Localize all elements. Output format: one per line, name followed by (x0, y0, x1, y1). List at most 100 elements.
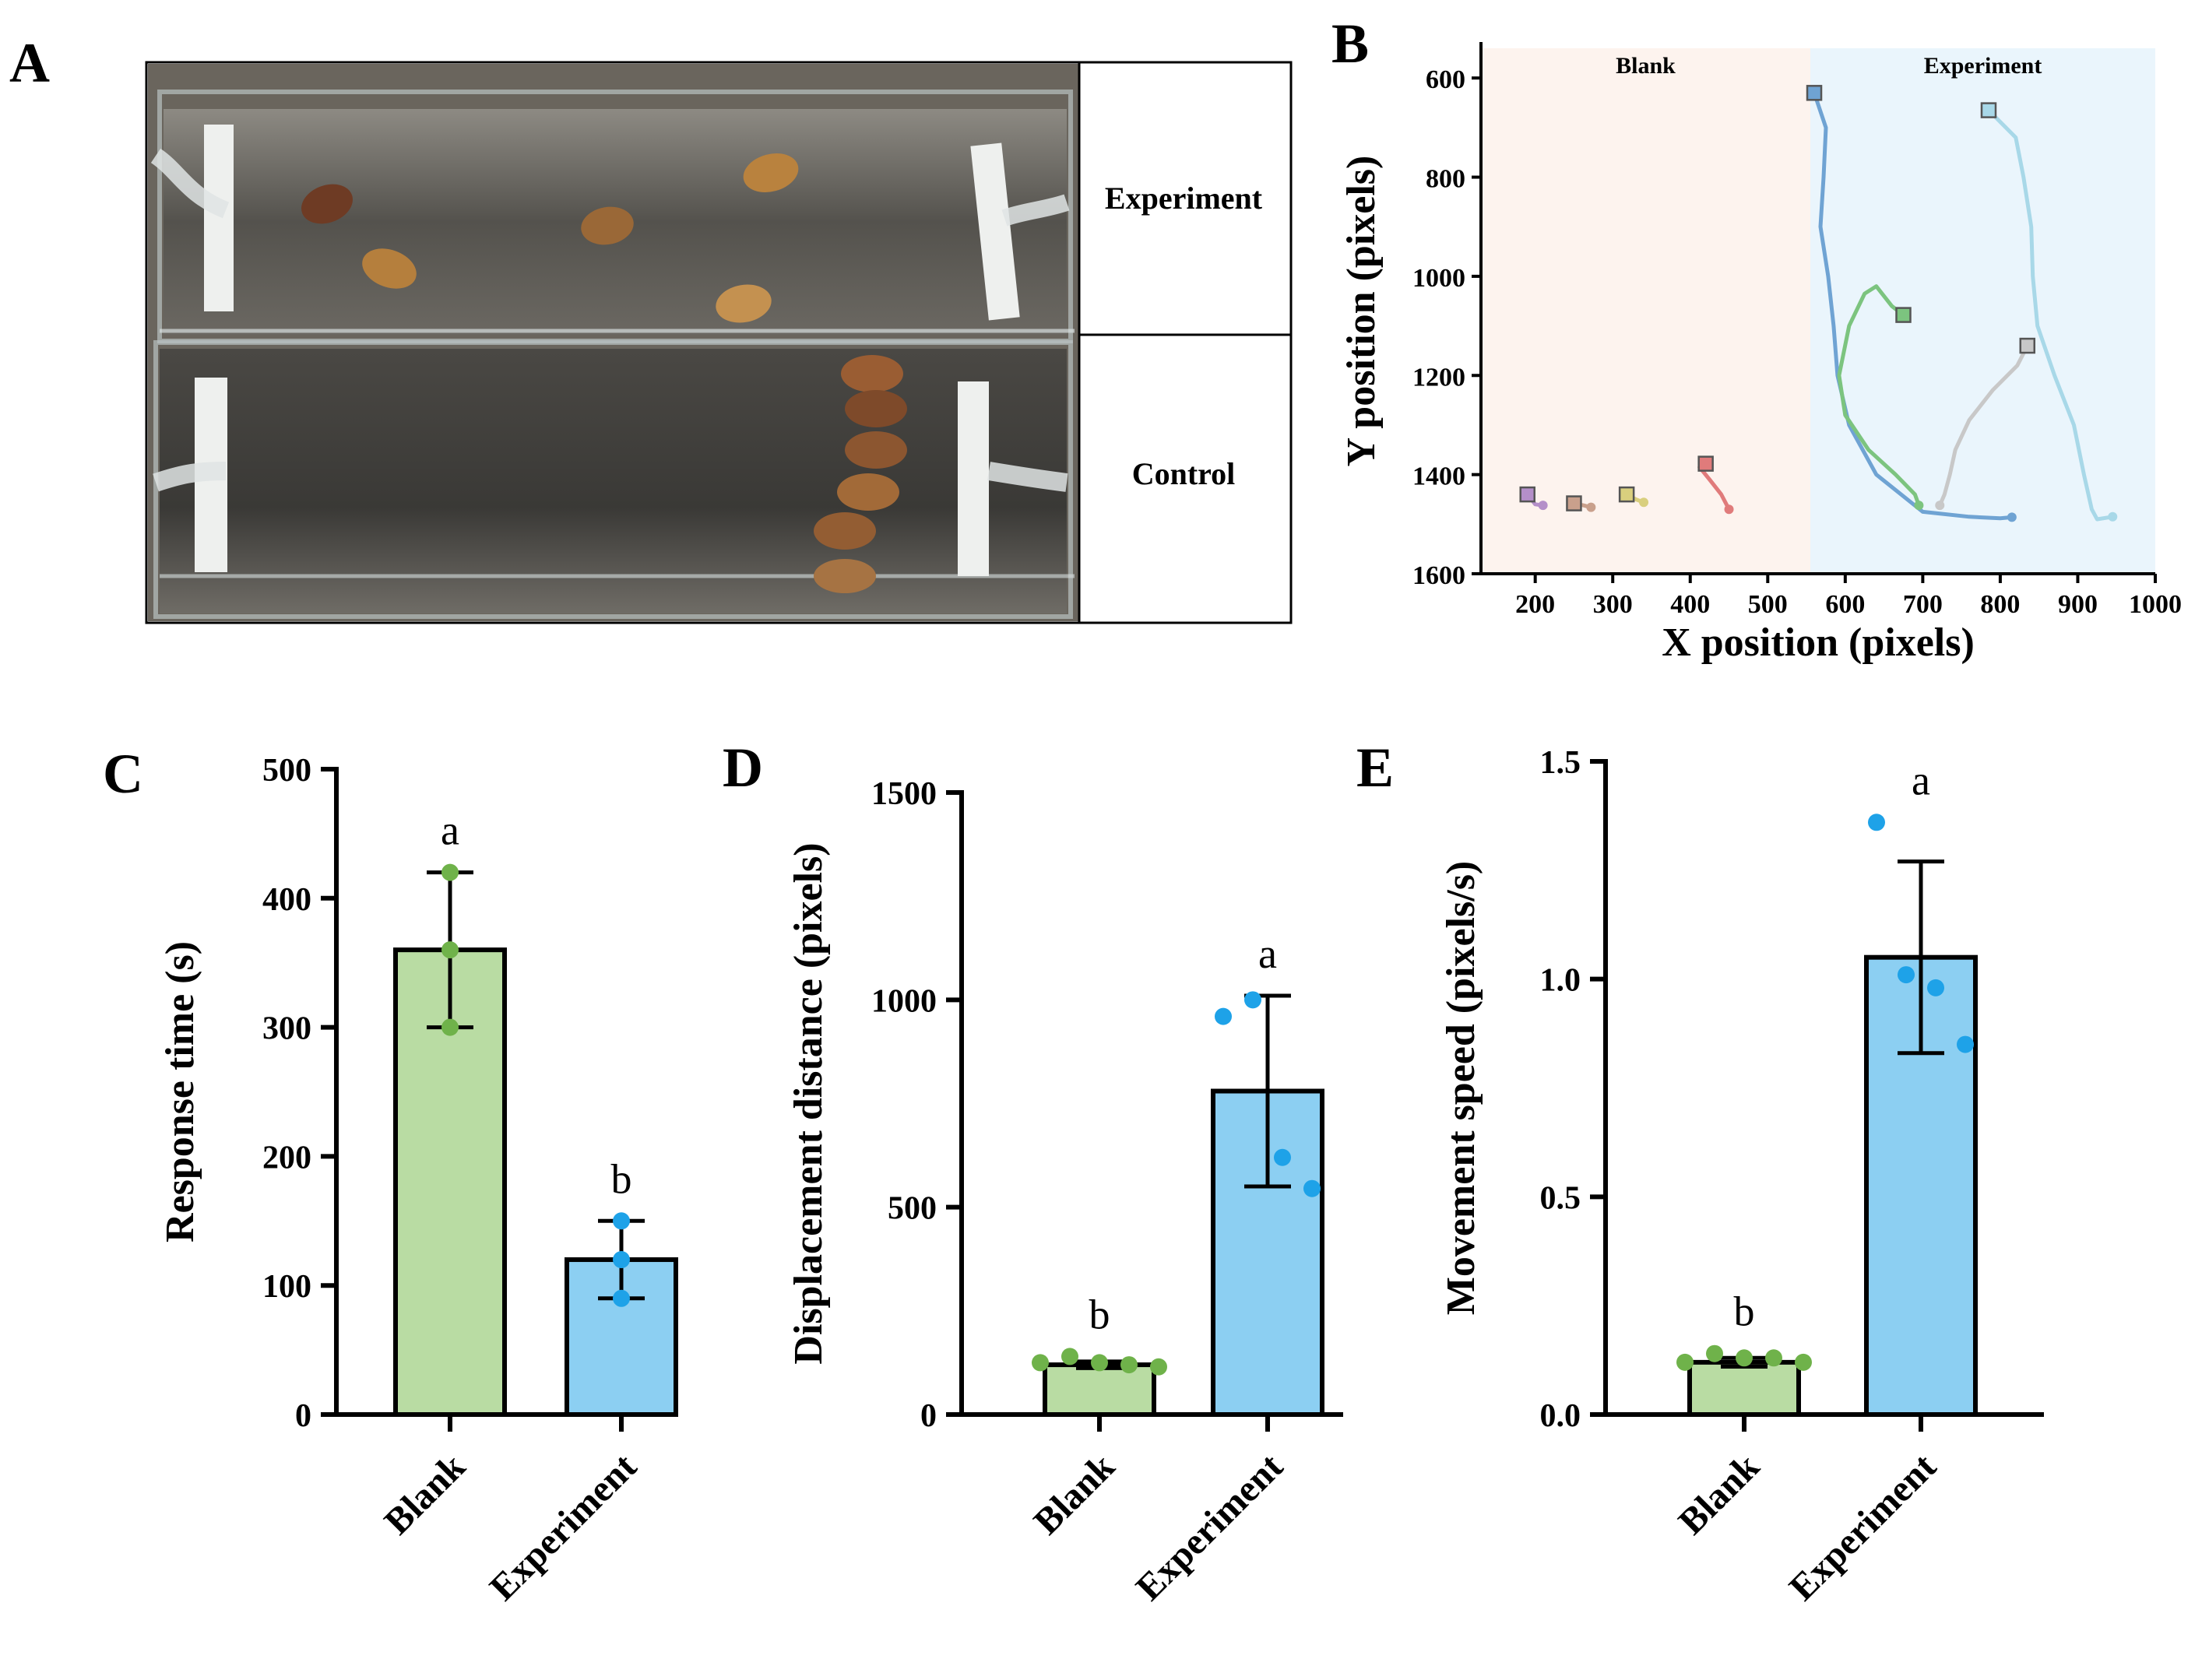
trajectory-7 (1986, 108, 2115, 522)
significance-letter-0: b (1734, 1288, 1755, 1335)
y-tick-label-b-4: 1400 (1412, 462, 1465, 491)
trajectory-start-7 (1980, 102, 1997, 118)
data-point-1-1 (1898, 966, 1915, 984)
y-axis-title: Displacement distance (pixels) (786, 842, 831, 1364)
data-point-0-3 (1120, 1356, 1138, 1374)
category-label-experiment: Experiment (1782, 1446, 1944, 1608)
panel-b: B Blank Experiment 600 800 1000 1200 1400 1600… (1331, 12, 2182, 665)
comb-right-top (970, 142, 1020, 321)
chart-displacement-distance: b a 0 500 1000 1500 Blank Experiment Displacemen… (786, 776, 1343, 1608)
panel-a: A (9, 32, 1293, 624)
label-control-tank: Control (1132, 456, 1236, 491)
panel-d: D b a 0 500 1000 1500 Blank Experiment Displacem… (723, 736, 1343, 1608)
category-label-blank: Blank (1671, 1446, 1768, 1542)
x-tick-label-b-0: 200 (1515, 590, 1555, 619)
trajectory-end-1 (1586, 502, 1596, 512)
trajectory-start-0 (1519, 486, 1535, 503)
y-tick-label-5: 500 (262, 753, 311, 789)
y-tick-label-b-5: 1600 (1412, 561, 1465, 590)
data-point-0-0 (1032, 1354, 1049, 1372)
y-tick-label-1: 0.5 (1540, 1180, 1581, 1216)
x-tick-label-b-3: 500 (1748, 590, 1788, 619)
panel-letter-d: D (723, 736, 763, 799)
panel-letter-b: B (1331, 12, 1369, 75)
trajectory-start-3 (1697, 455, 1714, 472)
x-tick-label-b-8: 1000 (2129, 590, 2182, 619)
y-tick-label-b-3: 1200 (1412, 363, 1465, 392)
category-label-blank: Blank (377, 1446, 473, 1542)
label-experiment-tank: Experiment (1105, 181, 1263, 216)
chart-movement-speed: b a 0.0 0.5 1.0 1.5 Blank Experiment Movement sp… (1439, 745, 2044, 1608)
trajectory-start-1 (1566, 495, 1582, 511)
y-tick-label-3: 300 (262, 1011, 311, 1047)
trajectory-6 (1937, 343, 2030, 508)
data-point-0-3 (1765, 1349, 1782, 1367)
data-point-1-0 (613, 1212, 630, 1230)
bar-blank (1043, 1362, 1156, 1417)
y-tick-label-b-2: 1000 (1412, 264, 1465, 293)
category-label-blank: Blank (1026, 1446, 1123, 1542)
zone-label-1: Experiment (1924, 53, 2042, 79)
data-point-1-2 (1927, 979, 1944, 996)
x-tick-label-b-7: 900 (2058, 590, 2098, 619)
significance-letter-0: a (441, 807, 459, 854)
trajectory-start-2 (1618, 486, 1635, 503)
zone-backgrounds: Blank Experiment (1481, 48, 2155, 574)
trajectory-start-4 (1806, 85, 1823, 101)
data-point-0-2 (1091, 1354, 1108, 1372)
data-point-1-2 (1274, 1148, 1291, 1166)
bar-blank (1687, 1359, 1801, 1418)
control-tank (160, 349, 1067, 613)
chart-response-time: a b 0 100 200 300 400 500 Blank Experiment Respons… (158, 753, 678, 1608)
significance-letter-0: b (1089, 1291, 1110, 1337)
trajectory-end-7 (2108, 511, 2118, 522)
panel-letter-e: E (1356, 736, 1394, 799)
y-tick-label-b-1: 800 (1426, 165, 1465, 194)
significance-letter-1: b (611, 1155, 632, 1202)
significance-letter-1: a (1258, 930, 1277, 977)
data-point-1-0 (1215, 1007, 1232, 1025)
y-tick-label-3: 1500 (871, 776, 937, 812)
y-tick-label-0: 0 (295, 1398, 311, 1434)
data-point-1-1 (1244, 991, 1261, 1009)
data-point-0-2 (1736, 1349, 1753, 1367)
panel-letter-c: C (103, 743, 143, 805)
data-point-0-4 (1150, 1358, 1167, 1376)
y-tick-label-1: 100 (262, 1269, 311, 1305)
data-point-1-2 (613, 1289, 630, 1307)
x-axis-title-b: X position (pixels) (1662, 620, 1975, 665)
data-point-0-0 (441, 863, 459, 881)
trajectory-end-0 (1538, 501, 1548, 511)
y-tick-label-2: 1000 (871, 983, 937, 1019)
data-point-0-1 (1061, 1348, 1078, 1365)
x-tick-label-b-2: 400 (1670, 590, 1710, 619)
trajectory-end-6 (1935, 501, 1945, 511)
comb-left-top (204, 125, 234, 311)
zone-label-0: Blank (1616, 53, 1676, 79)
y-axis-title: Response time (s) (158, 941, 202, 1242)
trajectory-5 (1837, 284, 1921, 508)
x-tick-label-b-6: 800 (1980, 590, 2020, 619)
snail-group-experiment (301, 153, 799, 323)
data-point-0-1 (1706, 1344, 1723, 1362)
trajectories (1519, 85, 2118, 522)
snail-group-control (814, 355, 907, 593)
y-axis-title: Movement speed (pixels/s) (1439, 861, 1483, 1315)
y-tick-label-0: 0.0 (1540, 1398, 1581, 1434)
panel-letter-a: A (9, 32, 50, 94)
trajectory-end-3 (1724, 504, 1734, 515)
data-point-0-4 (1795, 1353, 1812, 1371)
y-tick-label-0: 0 (920, 1398, 937, 1434)
axes-b: 600 800 1000 1200 1400 1600 200 300 400 500 600 700… (1339, 42, 2182, 665)
x-tick-label-b-1: 300 (1593, 590, 1633, 619)
zone-0 (1481, 48, 1811, 574)
category-label-experiment: Experiment (1128, 1446, 1291, 1608)
significance-letter-1: a (1912, 757, 1930, 803)
trajectory-end-5 (1914, 501, 1924, 511)
data-point-1-3 (1957, 1035, 1974, 1053)
y-tick-label-1: 500 (888, 1191, 937, 1227)
comb-right-bottom (958, 381, 989, 576)
photo-frame (145, 61, 1293, 624)
y-axis-title-b: Y position (pixels) (1339, 156, 1384, 467)
